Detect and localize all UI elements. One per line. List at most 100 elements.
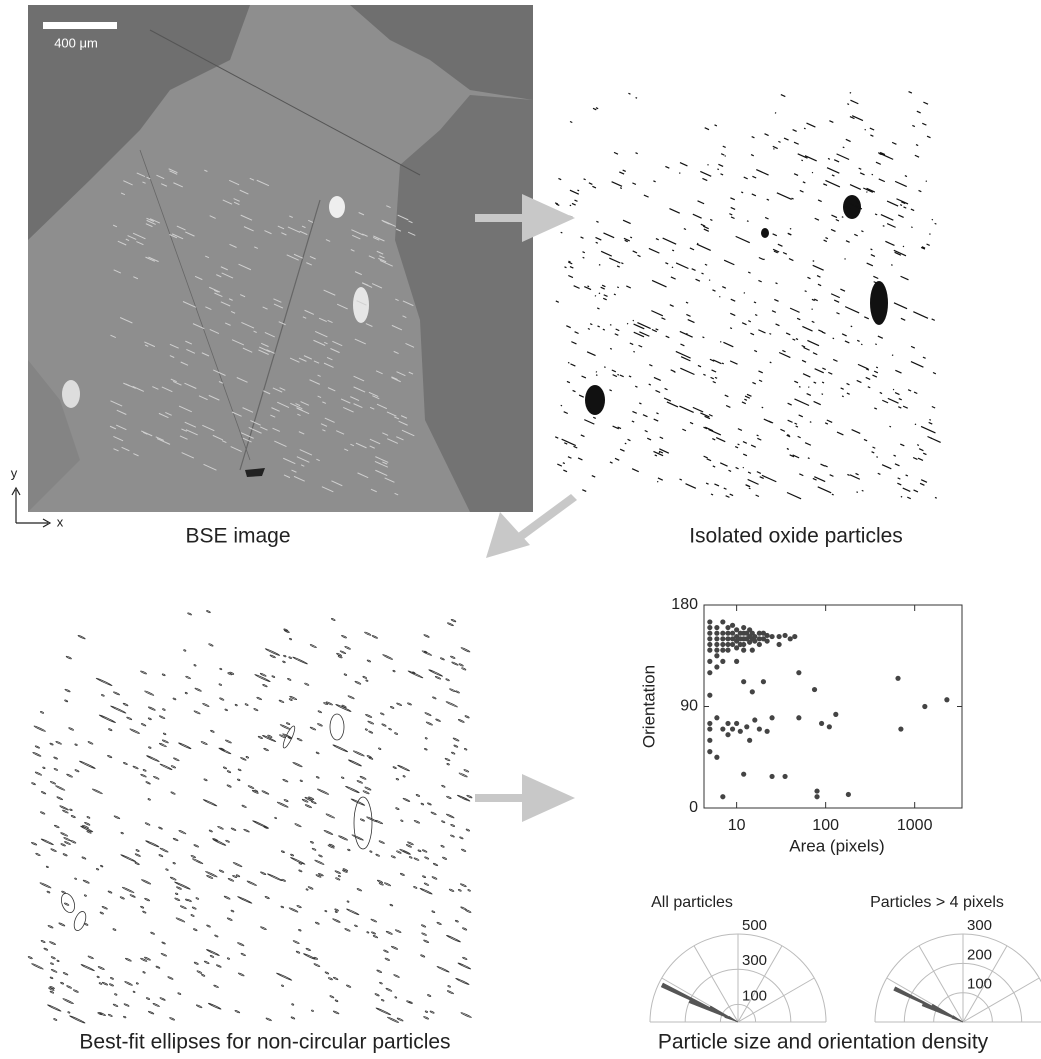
ellipse-mark — [31, 963, 44, 970]
particle — [697, 200, 705, 205]
streak — [335, 430, 345, 435]
streak — [250, 420, 261, 426]
particle — [902, 405, 908, 409]
ellipse-mark — [336, 652, 342, 657]
particle — [920, 246, 926, 250]
ellipse-mark — [281, 984, 285, 987]
point — [747, 737, 753, 743]
ellipse-mark — [379, 981, 383, 985]
ellipse-mark — [461, 848, 467, 852]
particle — [589, 323, 593, 326]
particle — [745, 484, 750, 487]
ellipse-mark — [442, 856, 448, 860]
particle — [758, 279, 762, 283]
ellipse-mark — [49, 990, 55, 994]
ellipse-mark — [80, 964, 95, 972]
particle — [574, 331, 579, 335]
ellipse-mark — [305, 947, 311, 952]
particle — [679, 478, 683, 481]
ellipse-mark — [266, 873, 283, 882]
point — [741, 624, 747, 631]
ellipse-mark — [74, 877, 77, 880]
streak — [354, 271, 362, 276]
streak — [306, 262, 312, 266]
ellipse-mark — [101, 981, 109, 986]
ellipse-mark — [402, 797, 411, 802]
ellipse-mark — [159, 847, 169, 853]
ellipse-mark — [402, 775, 406, 778]
ellipse-mark — [125, 957, 132, 962]
ellipse-mark — [446, 762, 450, 766]
ellipse-mark — [31, 782, 36, 786]
ellipse-mark — [69, 808, 73, 812]
particle — [836, 431, 844, 436]
ellipse-mark — [278, 699, 285, 704]
particle — [566, 380, 571, 384]
streak — [170, 378, 177, 383]
ellipse-mark — [213, 984, 219, 989]
ellipse-mark — [413, 820, 421, 824]
ellipse-mark — [366, 816, 378, 823]
ellipse-mark — [325, 701, 333, 706]
streak — [155, 436, 165, 441]
ellipse-mark — [64, 688, 71, 693]
particle — [882, 399, 889, 404]
particle — [613, 293, 616, 296]
streak — [136, 172, 146, 178]
particle — [703, 373, 706, 376]
particle — [572, 389, 576, 393]
point — [714, 664, 720, 670]
particle — [788, 258, 794, 262]
particle — [811, 320, 815, 324]
streak — [368, 255, 375, 259]
particle — [554, 202, 559, 205]
ellipse-mark — [101, 694, 105, 697]
streak — [344, 448, 349, 452]
point — [898, 726, 904, 732]
particle — [671, 249, 675, 252]
particle — [929, 418, 932, 421]
y-axis-label: Orientation — [639, 665, 658, 748]
point — [707, 737, 713, 743]
particle — [826, 167, 840, 174]
ellipse-mark — [84, 822, 91, 826]
streak — [289, 357, 300, 363]
particle — [644, 429, 648, 433]
point — [725, 641, 731, 648]
ellipse-mark — [388, 727, 392, 731]
ellipse-mark — [450, 824, 456, 827]
particle — [748, 487, 751, 490]
streak — [314, 330, 328, 338]
ellipse-mark — [421, 932, 427, 936]
streak — [260, 426, 268, 431]
ellipse-mark — [451, 661, 459, 666]
particle — [600, 250, 613, 257]
particle — [814, 476, 826, 483]
streak — [358, 212, 365, 216]
streak — [213, 369, 226, 376]
ellipse-mark — [366, 931, 370, 934]
particle — [926, 135, 931, 139]
particle — [725, 495, 730, 498]
streak — [229, 243, 237, 248]
particle — [612, 425, 620, 430]
ellipse-mark — [276, 801, 289, 808]
streak — [278, 321, 286, 326]
streak — [296, 407, 310, 415]
streak — [373, 235, 385, 242]
particle — [700, 170, 712, 177]
particle — [793, 141, 799, 145]
particle — [908, 91, 913, 94]
particle — [704, 426, 714, 432]
particle — [623, 237, 630, 242]
particle — [773, 250, 779, 254]
ellipse-mark — [292, 761, 303, 768]
particle — [845, 240, 850, 243]
ellipse-mark — [351, 834, 364, 841]
streak — [169, 343, 179, 349]
particle — [685, 483, 697, 489]
particle — [826, 419, 833, 423]
streak — [408, 220, 413, 224]
particle — [772, 248, 780, 253]
ellipse-mark — [178, 830, 187, 835]
